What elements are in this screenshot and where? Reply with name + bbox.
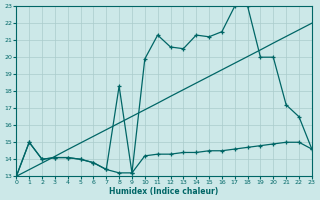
X-axis label: Humidex (Indice chaleur): Humidex (Indice chaleur) (109, 187, 219, 196)
